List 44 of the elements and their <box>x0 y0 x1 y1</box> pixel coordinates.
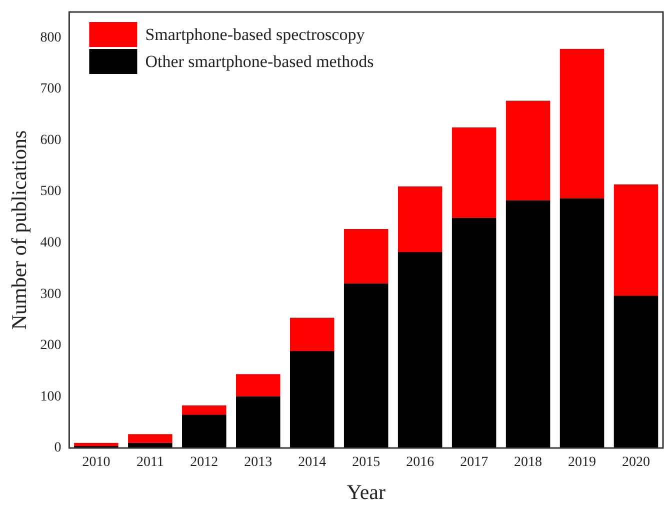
y-tick-label: 600 <box>40 132 62 148</box>
bar <box>290 351 334 448</box>
y-tick-label: 400 <box>40 235 62 250</box>
legend-label: Other smartphone-based methods <box>145 52 374 71</box>
bar <box>506 100 550 200</box>
y-tick-label: 300 <box>40 286 62 302</box>
x-tick-label: 2014 <box>298 455 326 470</box>
legend-label: Smartphone-based spectroscopy <box>145 24 366 44</box>
x-tick-label: 2016 <box>406 455 434 470</box>
x-tick-label: 2020 <box>622 455 650 470</box>
bar <box>506 200 550 448</box>
bar <box>236 374 280 396</box>
bar <box>128 434 172 443</box>
x-tick-label: 2012 <box>190 455 218 470</box>
bar <box>182 414 226 448</box>
bar <box>560 198 604 448</box>
x-tick-label: 2017 <box>460 455 488 470</box>
bar <box>74 442 118 446</box>
y-axis-title: Number of publications <box>7 130 32 330</box>
bar <box>398 252 442 448</box>
bar <box>614 184 658 296</box>
bar <box>344 283 388 448</box>
bar <box>236 396 280 448</box>
y-tick-label: 100 <box>40 389 62 404</box>
bar <box>452 127 496 218</box>
x-tick-label: 2010 <box>82 455 110 470</box>
x-tick-label: 2019 <box>568 455 596 470</box>
x-tick-label: 2011 <box>136 455 164 470</box>
y-tick-label: 0 <box>54 440 62 456</box>
y-tick-label: 800 <box>40 30 62 46</box>
x-tick-label: 2013 <box>244 455 272 470</box>
y-tick-label: 500 <box>40 184 62 200</box>
bar <box>452 218 496 448</box>
bar <box>614 296 658 448</box>
bar <box>398 186 442 252</box>
y-tick-label: 700 <box>40 82 62 97</box>
bar <box>182 405 226 415</box>
x-tick-label: 2015 <box>352 455 380 470</box>
bar <box>344 228 388 284</box>
x-tick-label: 2018 <box>514 455 542 470</box>
x-axis-title: Year <box>346 480 386 504</box>
bar <box>560 48 604 198</box>
y-tick-label: 200 <box>40 338 62 354</box>
bar <box>290 318 334 352</box>
